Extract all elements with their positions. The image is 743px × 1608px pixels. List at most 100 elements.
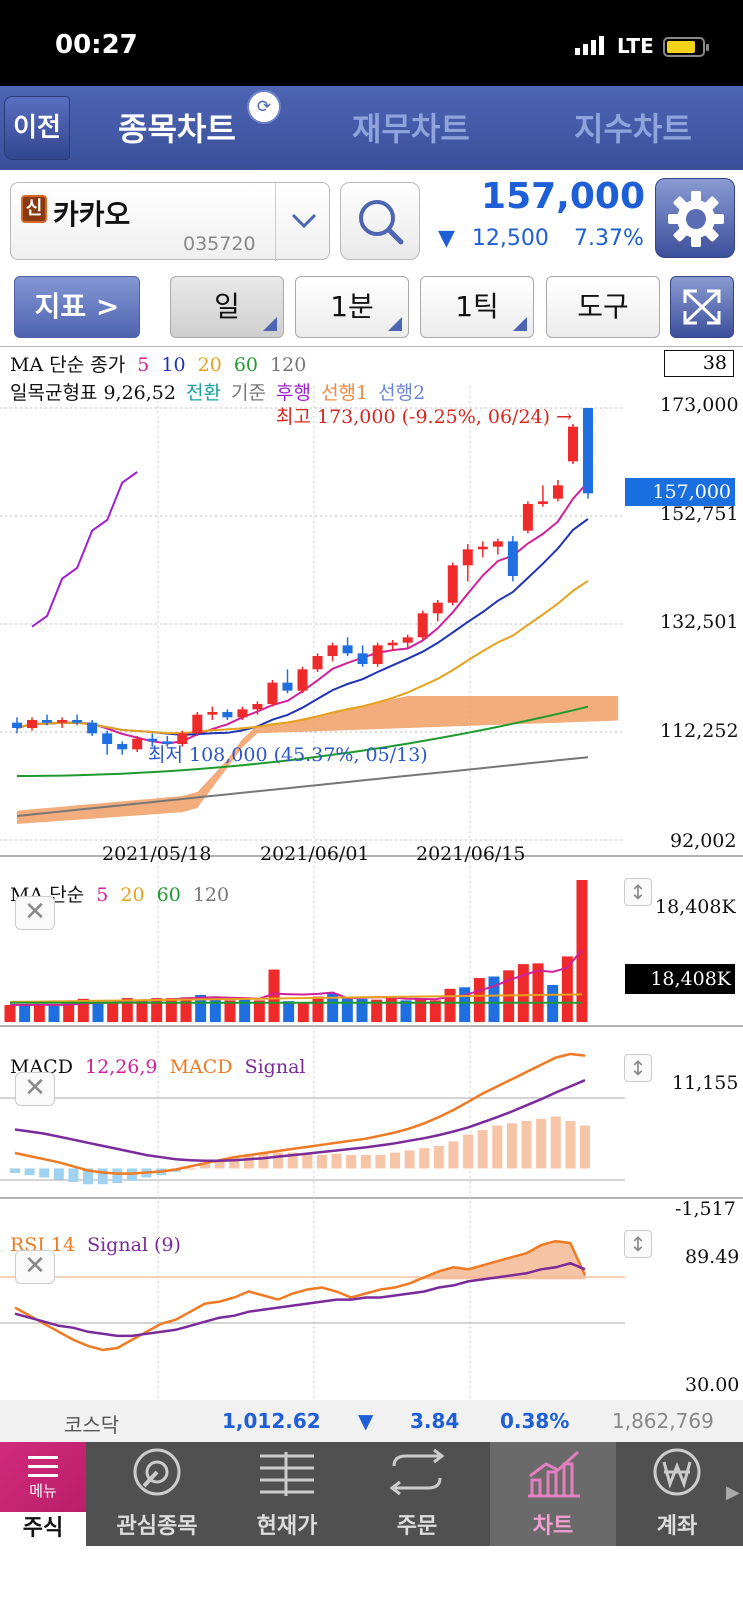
period-minute-button[interactable]: 1분: [295, 276, 409, 338]
change-percent: 7.37%: [574, 226, 644, 251]
fullscreen-button[interactable]: [670, 276, 734, 338]
macd-oscillator-bar: [506, 1123, 517, 1169]
volume-bar: [532, 963, 544, 1022]
rsi-signal-label: Signal (9): [87, 1234, 181, 1256]
volume-bar: [356, 998, 368, 1022]
macd-y-top: 11,155: [672, 1072, 739, 1094]
close-volume-panel-icon[interactable]: ✕: [15, 896, 55, 930]
macd-line-label: MACD: [169, 1056, 233, 1078]
ma-legend-label: MA 단순 종가: [10, 354, 126, 376]
macd-oscillator-bar: [112, 1168, 123, 1184]
period-tick-button[interactable]: 1틱: [420, 276, 534, 338]
tab-index-chart[interactable]: 지수차트: [574, 110, 692, 148]
volume-bar: [268, 969, 280, 1022]
market-ticker[interactable]: 코스닥 1,012.62 ▼ 3.84 0.38% 1,862,769: [0, 1400, 743, 1442]
resize-volume-panel-icon[interactable]: ↕: [624, 878, 652, 906]
menu-button[interactable]: 메뉴 주식: [0, 1442, 86, 1546]
chevron-down-icon[interactable]: [275, 183, 331, 261]
visible-count-box[interactable]: 38: [664, 350, 734, 377]
candle-body: [177, 733, 188, 745]
volume-bar: [63, 1003, 75, 1022]
chart-area[interactable]: [0, 346, 743, 1400]
close-macd-panel-icon[interactable]: ✕: [15, 1072, 55, 1106]
macd-oscillator-bar: [565, 1121, 576, 1169]
nav-order[interactable]: 주문: [354, 1442, 480, 1546]
macd-oscillator-bar: [390, 1152, 400, 1169]
ma60-line: [17, 705, 589, 777]
rsi-y-bottom: 30.00: [685, 1374, 740, 1396]
candle-body: [372, 645, 383, 665]
nav-quote-label: 현재가: [256, 1514, 318, 1539]
search-button[interactable]: [340, 182, 420, 260]
rsi-signal-line: [14, 1261, 586, 1338]
refresh-badge-icon[interactable]: ⟳: [247, 90, 281, 124]
volume-bar: [400, 1000, 412, 1022]
volume-bar: [444, 988, 456, 1022]
volume-bar: [19, 1005, 31, 1022]
price-change: ▼ 12,500 7.37%: [438, 226, 644, 251]
ma120-line: [16, 756, 589, 817]
change-arrow-icon: ▼: [438, 226, 455, 251]
ichimoku-cloud: [17, 696, 619, 824]
vol-ma-20: 20: [120, 884, 145, 906]
x-axis-label: 2021/05/18: [102, 843, 212, 865]
ma-period-20: 20: [197, 354, 222, 376]
ticker-pct: 0.38%: [500, 1409, 570, 1433]
candle-body: [507, 541, 518, 577]
volume-bar: [107, 1002, 119, 1022]
volume-bar: [517, 964, 529, 1022]
candle-body: [192, 714, 203, 734]
close-rsi-panel-icon[interactable]: ✕: [15, 1250, 55, 1284]
nav-order-label: 주문: [396, 1514, 438, 1539]
back-button[interactable]: 이전: [4, 96, 70, 160]
nav-quote[interactable]: 현재가: [224, 1442, 350, 1546]
macd-oscillator-bar: [83, 1168, 94, 1185]
dropdown-triangle-icon: [513, 317, 527, 331]
candle-body: [357, 653, 368, 665]
period-minute-label: 1분: [330, 290, 374, 323]
stock-name: 카카오: [53, 198, 131, 231]
candle-body: [252, 704, 263, 710]
bottom-nav: 메뉴 주식 관심종목 현재가 주문 차트 계좌 ▶: [0, 1442, 743, 1546]
period-day-label: 일: [214, 290, 240, 323]
candle-body: [417, 613, 428, 638]
tab-stock-chart[interactable]: 종목차트: [118, 110, 236, 148]
macd-oscillator-bar: [273, 1152, 284, 1169]
resize-rsi-panel-icon[interactable]: ↕: [624, 1230, 652, 1258]
period-day-button[interactable]: 일: [170, 276, 284, 338]
volume-bar: [488, 976, 500, 1022]
volume-bar: [415, 998, 427, 1022]
dropdown-triangle-icon: [263, 317, 277, 331]
macd-oscillator-bar: [287, 1152, 298, 1169]
nav-account[interactable]: 계좌: [614, 1442, 740, 1546]
nav-watchlist-label: 관심종목: [116, 1514, 198, 1539]
change-amount: 12,500: [471, 226, 549, 251]
x-axis-label: 2021/06/15: [416, 843, 526, 865]
volume-bar: [327, 993, 339, 1022]
nav-watchlist[interactable]: 관심종목: [94, 1442, 220, 1546]
macd-oscillator-bar: [521, 1121, 532, 1169]
chart-toolbar: 지표 > 일 1분 1틱 도구: [0, 266, 743, 346]
volume-bar: [92, 1001, 104, 1022]
rsi-line: [14, 1239, 587, 1352]
resize-macd-panel-icon[interactable]: ↕: [624, 1054, 652, 1082]
volume-bar: [341, 998, 353, 1022]
nav-more-arrow-icon[interactable]: ▶: [726, 1482, 740, 1503]
stock-selector[interactable]: 신 카카오 035720: [10, 182, 331, 261]
ticker-volume: 1,862,769: [612, 1409, 714, 1433]
candle-body: [477, 546, 488, 550]
ma-period-120: 120: [270, 354, 307, 376]
volume-bar: [121, 998, 133, 1022]
macd-oscillator-bar: [214, 1159, 225, 1169]
macd-oscillator-bar: [550, 1116, 561, 1169]
nav-chart[interactable]: 차트: [490, 1442, 616, 1546]
vol-ma-120: 120: [192, 884, 230, 906]
candle-body: [57, 720, 68, 723]
tab-finance-chart[interactable]: 재무차트: [352, 110, 470, 148]
candle-body: [87, 722, 98, 734]
candle-body: [42, 720, 53, 723]
macd-oscillator-bar: [536, 1118, 547, 1169]
tools-button[interactable]: 도구: [546, 276, 660, 338]
indicator-button[interactable]: 지표 >: [14, 276, 140, 338]
settings-button[interactable]: [655, 178, 735, 258]
